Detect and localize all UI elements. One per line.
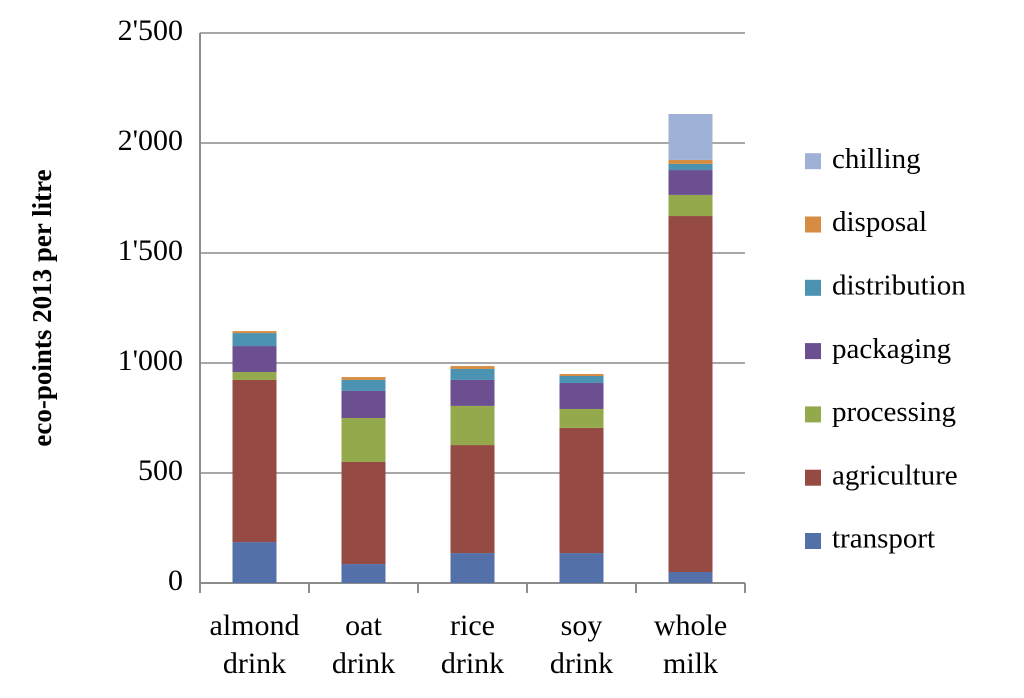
y-tick-label: 500	[138, 454, 183, 487]
bar-segment	[559, 374, 604, 376]
legend-swatch	[805, 533, 821, 549]
legend-swatch	[805, 406, 821, 423]
legend-label: distribution	[832, 269, 966, 301]
legend-swatch	[805, 153, 821, 170]
bar-segment	[559, 375, 604, 384]
bar-segment	[232, 379, 277, 543]
legend-label: disposal	[832, 206, 927, 238]
bar-segment	[668, 163, 713, 171]
bar-segment	[232, 346, 277, 373]
legend-swatch	[805, 216, 821, 233]
bar-segment	[668, 194, 713, 217]
legend-label: chilling	[832, 143, 921, 175]
legend-swatch	[805, 343, 821, 360]
y-tick-label: 0	[168, 564, 183, 597]
bar-segment	[232, 331, 277, 334]
bar-segment	[341, 390, 386, 418]
bar-segment	[559, 553, 604, 583]
y-tick-label: 1'500	[118, 234, 183, 267]
bar-segment	[341, 564, 386, 583]
bar-segment	[232, 372, 277, 380]
bar-segment	[341, 418, 386, 462]
y-axis-label: eco-points 2013 per litre	[27, 169, 57, 446]
bar-segment	[668, 113, 713, 160]
legend-swatch	[805, 469, 821, 486]
bar-segment	[668, 159, 713, 164]
legend-swatch	[805, 279, 821, 296]
bar-segment	[450, 405, 495, 446]
legend-label: transport	[832, 523, 935, 555]
bar-segment	[450, 445, 495, 554]
bar-segment	[450, 553, 495, 583]
bar-segment	[450, 379, 495, 406]
x-tick-label: oat drink	[332, 609, 395, 680]
x-tick-label: almond drink	[210, 609, 300, 680]
legend-label: packaging	[832, 333, 951, 365]
x-tick-label: whole milk	[654, 609, 727, 680]
bar-segment	[341, 462, 386, 565]
bar-segment	[559, 427, 604, 554]
bar-segment	[559, 383, 604, 409]
bar-segment	[341, 377, 386, 380]
bar-segment	[668, 216, 713, 573]
y-tick-label: 2'500	[118, 14, 183, 47]
x-tick-label: soy drink	[550, 609, 613, 680]
x-tick-label: rice drink	[441, 609, 504, 680]
bar-segment	[668, 170, 713, 195]
bar-segment	[232, 333, 277, 347]
bar-segment	[559, 408, 604, 428]
legend-label: processing	[832, 396, 956, 428]
bar-segment	[450, 366, 495, 369]
legend-label: agriculture	[832, 459, 958, 491]
y-tick-label: 2'000	[118, 124, 183, 157]
bar-segment	[668, 572, 713, 583]
y-tick-label: 1'000	[118, 344, 183, 377]
bar-segment	[341, 379, 386, 391]
bar-segment	[232, 542, 277, 583]
bar-segment	[450, 368, 495, 380]
